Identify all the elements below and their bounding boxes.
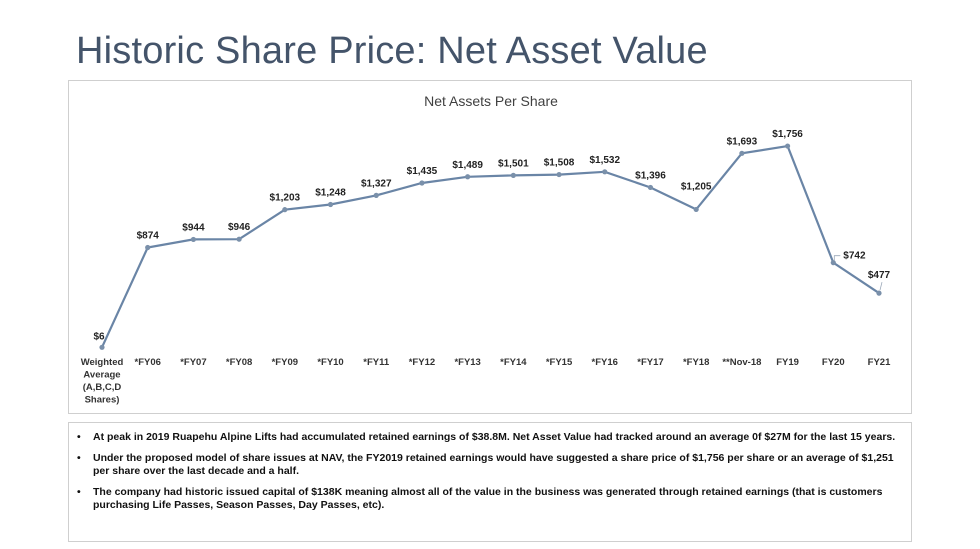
- data-label: $1,248: [315, 187, 346, 198]
- data-label: $477: [868, 270, 891, 281]
- data-label: $1,501: [498, 158, 529, 169]
- data-point: [99, 344, 105, 350]
- data-label: $1,489: [452, 160, 483, 171]
- label-leader-line: [879, 282, 883, 291]
- x-tick-label: *FY14: [500, 357, 527, 368]
- data-label: $1,396: [635, 170, 666, 181]
- data-point: [602, 169, 608, 175]
- data-label: $742: [843, 251, 866, 262]
- series-layer: [99, 143, 882, 350]
- note-item: • At peak in 2019 Ruapehu Alpine Lifts ha…: [75, 431, 897, 444]
- data-label: $6: [93, 331, 105, 342]
- data-label: $1,693: [727, 136, 758, 147]
- data-label: $1,756: [772, 129, 803, 140]
- data-label: $874: [137, 230, 160, 241]
- data-label: $1,203: [270, 193, 301, 204]
- bullet-icon: •: [77, 486, 81, 498]
- x-tick-label: FY21: [868, 357, 891, 368]
- notes-panel: • At peak in 2019 Ruapehu Alpine Lifts ha…: [68, 422, 912, 542]
- data-point: [830, 260, 836, 266]
- data-label: $1,435: [407, 166, 438, 177]
- label-leader-line: [833, 255, 841, 261]
- x-axis-tick-layer: Weighted Average (A,B,C,D Shares) *FY06 *FY07…: [81, 357, 891, 406]
- data-point: [419, 180, 425, 186]
- data-label: $946: [228, 222, 251, 233]
- data-point: [190, 236, 197, 243]
- data-label: $1,532: [589, 155, 620, 166]
- data-point: [327, 201, 334, 208]
- data-point: [739, 150, 745, 156]
- x-tick-label: *FY09: [272, 357, 298, 368]
- data-label: $1,327: [361, 178, 392, 189]
- note-item: • The company had historic issued capital…: [75, 486, 897, 512]
- x-tick-label: *FY13: [454, 357, 480, 368]
- x-tick-label: *FY18: [683, 357, 709, 368]
- data-point: [465, 174, 471, 180]
- page-title: Historic Share Price: Net Asset Value: [76, 30, 708, 72]
- data-point: [145, 244, 151, 251]
- note-text: Under the proposed model of share issues…: [93, 452, 894, 477]
- chart-title: Net Assets Per Share: [424, 93, 558, 109]
- data-point: [647, 184, 654, 191]
- notes-list: • At peak in 2019 Ruapehu Alpine Lifts ha…: [75, 431, 897, 512]
- note-item: • Under the proposed model of share issue…: [75, 452, 897, 478]
- bullet-icon: •: [77, 431, 81, 443]
- line-chart: Net Assets Per Share $6 $874 $944 $946 $1,20…: [81, 93, 891, 406]
- data-point: [784, 143, 791, 149]
- data-point: [510, 172, 516, 178]
- x-tick-label: FY19: [776, 357, 799, 368]
- x-tick-label: *FY06: [135, 357, 161, 368]
- x-tick-label: *FY12: [409, 357, 435, 368]
- data-point: [876, 290, 882, 296]
- x-tick-label: *FY08: [226, 357, 252, 368]
- x-tick-label: *FY10: [317, 357, 343, 368]
- x-tick-label: *FY15: [546, 357, 573, 368]
- note-text: The company had historic issued capital …: [93, 486, 883, 511]
- series-line: [100, 144, 880, 348]
- x-tick-label: *FY16: [592, 357, 618, 368]
- data-point: [556, 171, 562, 178]
- x-tick-label: *FY11: [363, 357, 390, 368]
- x-tick-label: *FY17: [637, 357, 663, 368]
- data-label: $944: [182, 222, 205, 233]
- chart-panel: Net Assets Per Share $6 $874 $944 $946 $1,20…: [68, 80, 912, 414]
- x-tick-label: **Nov-18: [722, 357, 761, 368]
- data-label: $1,508: [544, 158, 575, 169]
- data-point: [282, 207, 288, 213]
- data-label-layer: $6 $874 $944 $946 $1,203 $1,248 $1,327 $1,435 $1…: [93, 129, 890, 342]
- data-point: [236, 236, 242, 242]
- data-label: $1,205: [681, 181, 712, 192]
- data-point: [693, 206, 699, 213]
- x-tick-label: *FY07: [180, 357, 206, 368]
- note-text: At peak in 2019 Ruapehu Alpine Lifts had…: [93, 431, 896, 443]
- bullet-icon: •: [77, 452, 81, 464]
- data-point: [373, 192, 379, 198]
- x-tick-label: FY20: [822, 357, 845, 368]
- x-tick-label: Weighted Average (A,B,C,D Shares): [81, 357, 124, 406]
